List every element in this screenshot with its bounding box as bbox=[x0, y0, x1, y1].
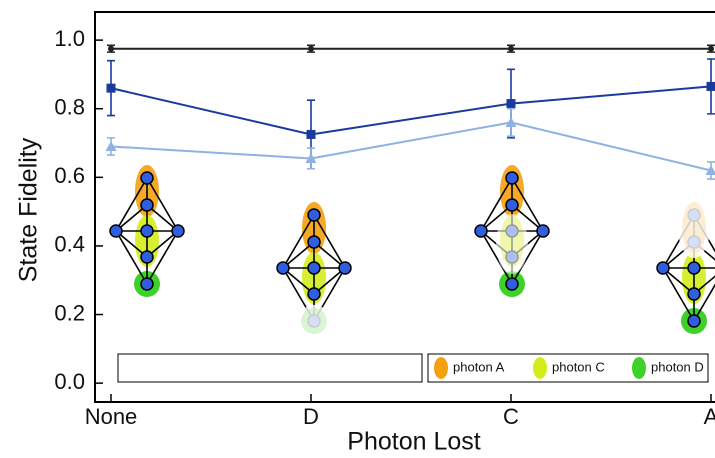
x-tick-label: A bbox=[704, 404, 715, 429]
marker bbox=[708, 45, 714, 52]
x-axis-label: Photon Lost bbox=[347, 428, 480, 456]
marker bbox=[706, 81, 715, 91]
marker bbox=[505, 116, 517, 127]
legend-label: photon C bbox=[552, 359, 605, 374]
series-line bbox=[110, 85, 712, 136]
legend-label: photon D bbox=[651, 359, 704, 374]
legend-swatch bbox=[533, 357, 547, 379]
y-tick-label: 0.0 bbox=[54, 369, 85, 394]
y-tick-label: 0.4 bbox=[54, 232, 85, 257]
marker bbox=[506, 99, 516, 109]
marker bbox=[306, 129, 316, 139]
marker bbox=[308, 45, 314, 52]
marker bbox=[508, 45, 514, 52]
y-tick-label: 0.8 bbox=[54, 95, 85, 120]
x-tick-label: C bbox=[503, 404, 519, 429]
marker bbox=[108, 45, 114, 52]
legend-swatch bbox=[632, 357, 646, 379]
y-tick-label: 1.0 bbox=[54, 26, 85, 51]
x-tick-label: None bbox=[85, 404, 138, 429]
legend-swatch bbox=[434, 357, 448, 379]
x-tick-label: D bbox=[303, 404, 319, 429]
legend-label: photon A bbox=[453, 359, 505, 374]
y-axis-label: State Fidelity bbox=[15, 137, 43, 282]
marker bbox=[705, 164, 715, 175]
photon-legend-box bbox=[427, 353, 709, 383]
series-line bbox=[110, 121, 712, 172]
marker bbox=[305, 152, 317, 163]
series-legend-box bbox=[117, 353, 423, 383]
marker bbox=[105, 140, 117, 151]
y-tick-label: 0.2 bbox=[54, 300, 85, 325]
y-tick-label: 0.6 bbox=[54, 163, 85, 188]
marker bbox=[106, 83, 116, 93]
plot-frame bbox=[94, 11, 715, 403]
graph-state-insets bbox=[109, 164, 715, 337]
